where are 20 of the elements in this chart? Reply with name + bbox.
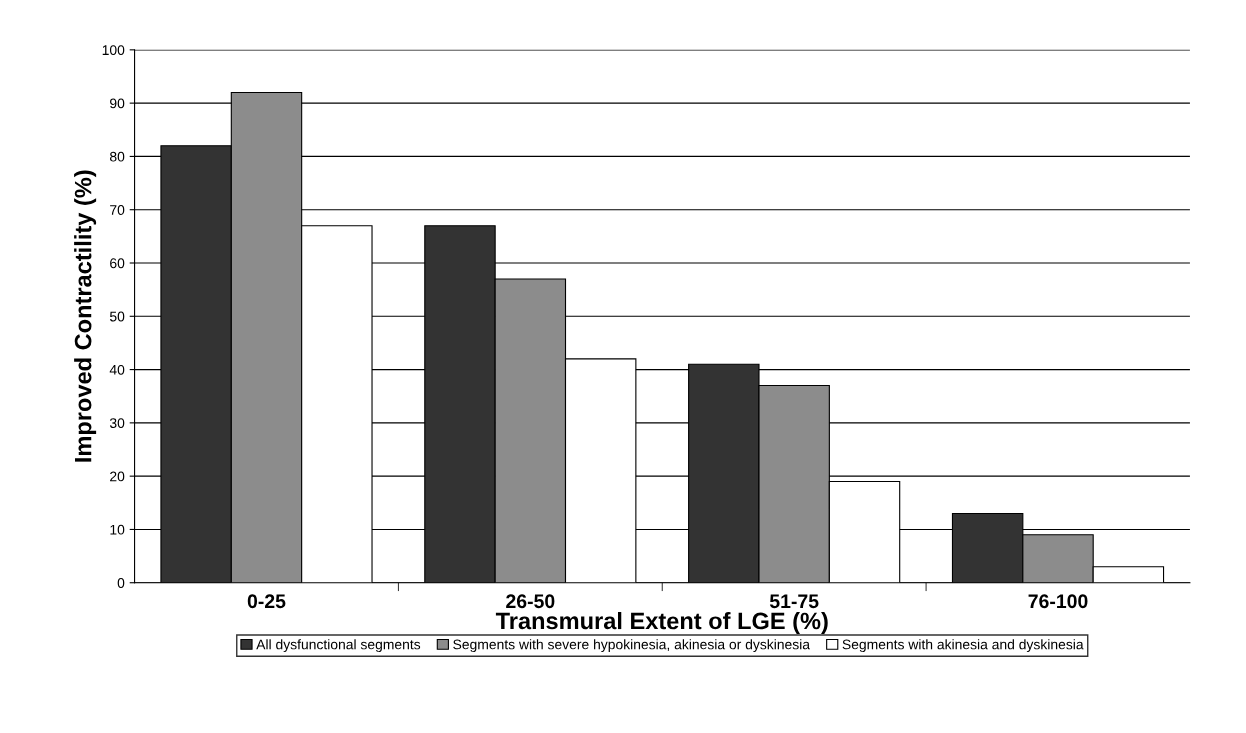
- y-tick-label: 10: [110, 524, 125, 535]
- x-tick-label: 0-25: [247, 594, 286, 609]
- x-tick-label: 76-100: [1028, 594, 1088, 609]
- x-axis-title: Transmural Extent of LGE (%): [495, 611, 828, 634]
- y-tick-label: 90: [110, 98, 125, 109]
- x-tick-label: 51-75: [769, 594, 819, 609]
- y-tick-label: 30: [109, 418, 125, 429]
- y-tick-label: 50: [109, 311, 125, 322]
- y-tick-label: 0: [117, 578, 125, 588]
- y-tick-label: 40: [109, 364, 125, 375]
- y-tick-label: 100: [102, 45, 125, 56]
- y-axis-title: Improved Contractility (%): [74, 170, 97, 462]
- legend-label: All dysfunctional segments: [256, 639, 421, 653]
- y-tick-label: 80: [110, 151, 125, 162]
- x-tick-label: 26-50: [506, 594, 555, 609]
- y-tick-label: 70: [110, 205, 125, 215]
- y-tick-label: 60: [110, 258, 125, 269]
- legend-label: Segments with akinesia and dyskinesia: [842, 639, 1084, 653]
- legend-label: Segments with severe hypokinesia, akinesia or dyskinesia: [453, 639, 811, 653]
- y-tick-label: 20: [110, 471, 125, 482]
